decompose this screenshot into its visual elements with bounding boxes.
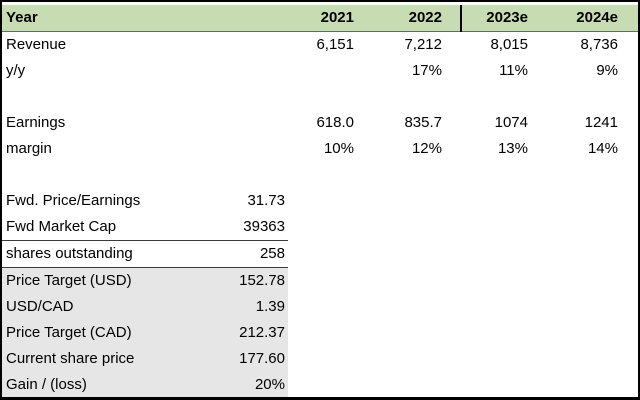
table-row-gain-loss: Gain / (loss) 20% (2, 372, 638, 397)
spacer-row (2, 162, 638, 188)
usd-cad-label[interactable]: USD/CAD (2, 294, 162, 320)
margin-2021[interactable]: 10% (323, 140, 354, 157)
fwd-market-cap-label[interactable]: Fwd Market Cap (2, 214, 162, 241)
price-target-usd-label[interactable]: Price Target (USD) (2, 268, 162, 294)
header-col-2022[interactable]: 2022 (408, 9, 442, 26)
table-row-earnings: Earnings 618.0 835.7 1074 1241 (2, 110, 638, 136)
earnings-2023e[interactable]: 1074 (494, 114, 528, 131)
margin-2023e[interactable]: 13% (497, 140, 528, 157)
actual-vs-estimate-divider-line (460, 5, 462, 32)
table-row-revenue: Revenue 6,151 7,212 8,015 8,736 (2, 32, 638, 58)
usd-cad-value[interactable]: 1.39 (162, 294, 288, 320)
table-row-price-target-usd: Price Target (USD) 152.78 (2, 268, 638, 294)
yoy-2023e[interactable]: 11% (499, 62, 528, 79)
table-row-usd-cad: USD/CAD 1.39 (2, 294, 638, 320)
shares-outstanding-label[interactable]: shares outstanding (2, 241, 162, 268)
table-row-fwd-market-cap: Fwd Market Cap 39363 (2, 214, 638, 241)
gain-loss-label[interactable]: Gain / (loss) (2, 372, 162, 397)
header-year-label[interactable]: Year (6, 9, 38, 26)
gain-loss-value[interactable]: 20% (162, 372, 288, 397)
current-share-price-label[interactable]: Current share price (2, 346, 162, 372)
table-row-fwd-pe: Fwd. Price/Earnings 31.73 (2, 188, 638, 214)
header-col-2024e[interactable]: 2024e (576, 9, 618, 26)
current-share-price-value[interactable]: 177.60 (162, 346, 288, 372)
earnings-2021[interactable]: 618.0 (316, 114, 354, 131)
table-row-margin: margin 10% 12% 13% 14% (2, 136, 638, 162)
margin-2022[interactable]: 12% (411, 140, 442, 157)
shares-outstanding-value[interactable]: 258 (162, 241, 288, 268)
revenue-2024e[interactable]: 8,736 (580, 36, 618, 53)
table-row-price-target-cad: Price Target (CAD) 212.37 (2, 320, 638, 346)
revenue-2022[interactable]: 7,212 (404, 36, 442, 53)
earnings-2022[interactable]: 835.7 (404, 114, 442, 131)
price-target-cad-value[interactable]: 212.37 (162, 320, 288, 346)
header-col-2023e[interactable]: 2023e (486, 9, 528, 26)
fwd-pe-value[interactable]: 31.73 (247, 192, 285, 209)
earnings-label[interactable]: Earnings (6, 114, 66, 131)
revenue-label[interactable]: Revenue (6, 36, 67, 53)
margin-2024e[interactable]: 14% (587, 140, 618, 157)
header-col-2021[interactable]: 2021 (320, 9, 354, 26)
table-row-shares-outstanding: shares outstanding 258 (2, 241, 638, 268)
price-target-usd-value[interactable]: 152.78 (162, 268, 288, 294)
yoy-2022[interactable]: 17% (411, 62, 442, 79)
spacer-row (2, 84, 638, 110)
fwd-pe-label[interactable]: Fwd. Price/Earnings (6, 192, 141, 209)
table-row-current-share-price: Current share price 177.60 (2, 346, 638, 372)
price-target-cad-label[interactable]: Price Target (CAD) (2, 320, 162, 346)
fwd-market-cap-value[interactable]: 39363 (162, 214, 288, 241)
table-header-row: Year 2021 2022 2023e 2024e (2, 5, 638, 32)
revenue-2021[interactable]: 6,151 (316, 36, 354, 53)
table-row-yoy-growth: y/y 17% 11% 9% (2, 58, 638, 84)
yoy-label[interactable]: y/y (6, 62, 26, 79)
revenue-2023e[interactable]: 8,015 (490, 36, 528, 53)
margin-label[interactable]: margin (6, 140, 52, 157)
earnings-2024e[interactable]: 1241 (584, 114, 618, 131)
yoy-2021[interactable] (288, 58, 360, 84)
yoy-2024e[interactable]: 9% (596, 62, 618, 79)
